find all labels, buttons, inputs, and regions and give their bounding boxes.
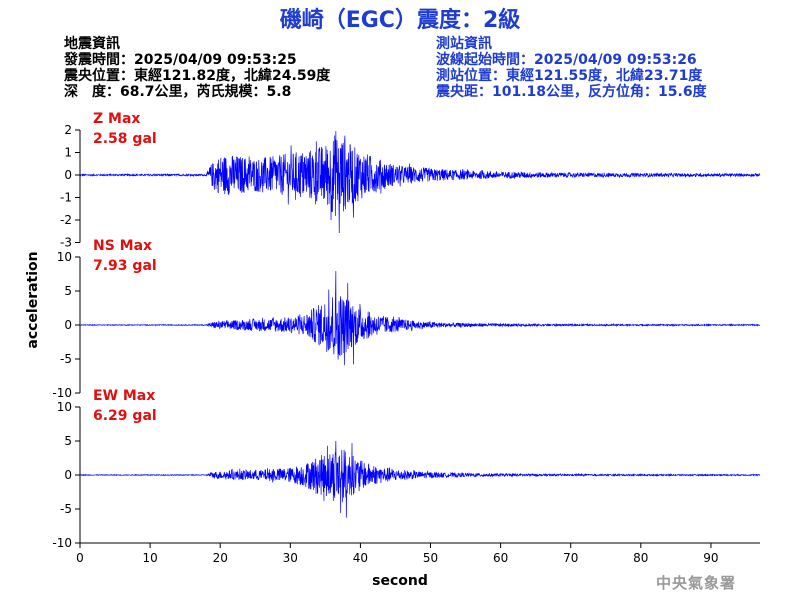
y-tick-label: 1 xyxy=(64,146,72,160)
quake-info-heading: 地震資訊 xyxy=(64,36,120,52)
max-title-ew: EW Max xyxy=(93,388,155,404)
agency-watermark: 中央氣象署 xyxy=(656,574,737,592)
station-info-heading: 測站資訊 xyxy=(436,36,492,52)
quake-info-block: 地震資訊 發震時間：2025/04/09 09:53:25 震央位置：東經121… xyxy=(64,36,330,100)
station-info-block: 測站資訊 波線起始時間：2025/04/09 09:53:26 測站位置：東經1… xyxy=(436,36,707,100)
y-tick-label: -10 xyxy=(52,386,72,400)
y-tick-label: 2 xyxy=(64,123,72,137)
origin-time: 發震時間：2025/04/09 09:53:25 xyxy=(64,52,297,68)
x-tick-label: 30 xyxy=(283,551,298,565)
x-tick-label: 0 xyxy=(76,551,84,565)
y-tick-label: 5 xyxy=(64,284,72,298)
station-location: 測站位置：東經121.55度，北緯23.71度 xyxy=(436,68,703,84)
x-tick-label: 10 xyxy=(142,551,157,565)
y-tick-label: -2 xyxy=(60,213,72,227)
y-tick-label: 5 xyxy=(64,434,72,448)
max-value-ns: 7.93 gal xyxy=(93,258,157,274)
y-tick-label: -3 xyxy=(60,236,72,250)
x-tick-label: 60 xyxy=(493,551,508,565)
depth-magnitude: 深 度：68.7公里，芮氏規模：5.8 xyxy=(64,84,292,100)
x-tick-label: 90 xyxy=(703,551,718,565)
y-tick-label: 0 xyxy=(64,468,72,482)
y-tick-label: 10 xyxy=(57,400,72,414)
epicentral-distance: 震央距：101.18公里，反方位角：15.6度 xyxy=(436,84,707,100)
y-tick-label: -5 xyxy=(60,502,72,516)
y-tick-label: -5 xyxy=(60,352,72,366)
x-tick-label: 70 xyxy=(563,551,578,565)
x-tick-label: 50 xyxy=(423,551,438,565)
waveform-z xyxy=(79,131,761,234)
x-axis-label: second xyxy=(372,573,428,589)
max-title-z: Z Max xyxy=(93,111,140,127)
epicenter-location: 震央位置：東經121.82度，北緯24.59度 xyxy=(64,68,331,84)
page-title: 磯崎（EGC）震度：2級 xyxy=(279,8,521,33)
waveform-ns xyxy=(79,271,761,366)
max-title-ns: NS Max xyxy=(93,238,152,254)
y-tick-label: -10 xyxy=(52,536,72,550)
y-axis-label: acceleration xyxy=(25,251,41,348)
x-tick-label: 20 xyxy=(213,551,228,565)
x-tick-label: 40 xyxy=(353,551,368,565)
y-tick-label: -1 xyxy=(60,191,72,205)
max-value-z: 2.58 gal xyxy=(93,131,157,147)
waveform-ew xyxy=(79,440,761,518)
y-tick-label: 0 xyxy=(64,318,72,332)
y-tick-label: 0 xyxy=(64,168,72,182)
wave-start-time: 波線起始時間：2025/04/09 09:53:26 xyxy=(436,52,697,68)
y-tick-label: 10 xyxy=(57,250,72,264)
max-value-ew: 6.29 gal xyxy=(93,408,157,424)
x-tick-label: 80 xyxy=(633,551,648,565)
